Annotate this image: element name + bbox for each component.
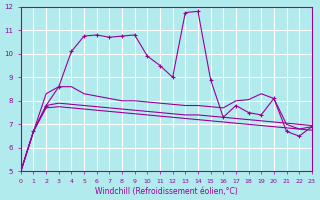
X-axis label: Windchill (Refroidissement éolien,°C): Windchill (Refroidissement éolien,°C)	[95, 187, 238, 196]
